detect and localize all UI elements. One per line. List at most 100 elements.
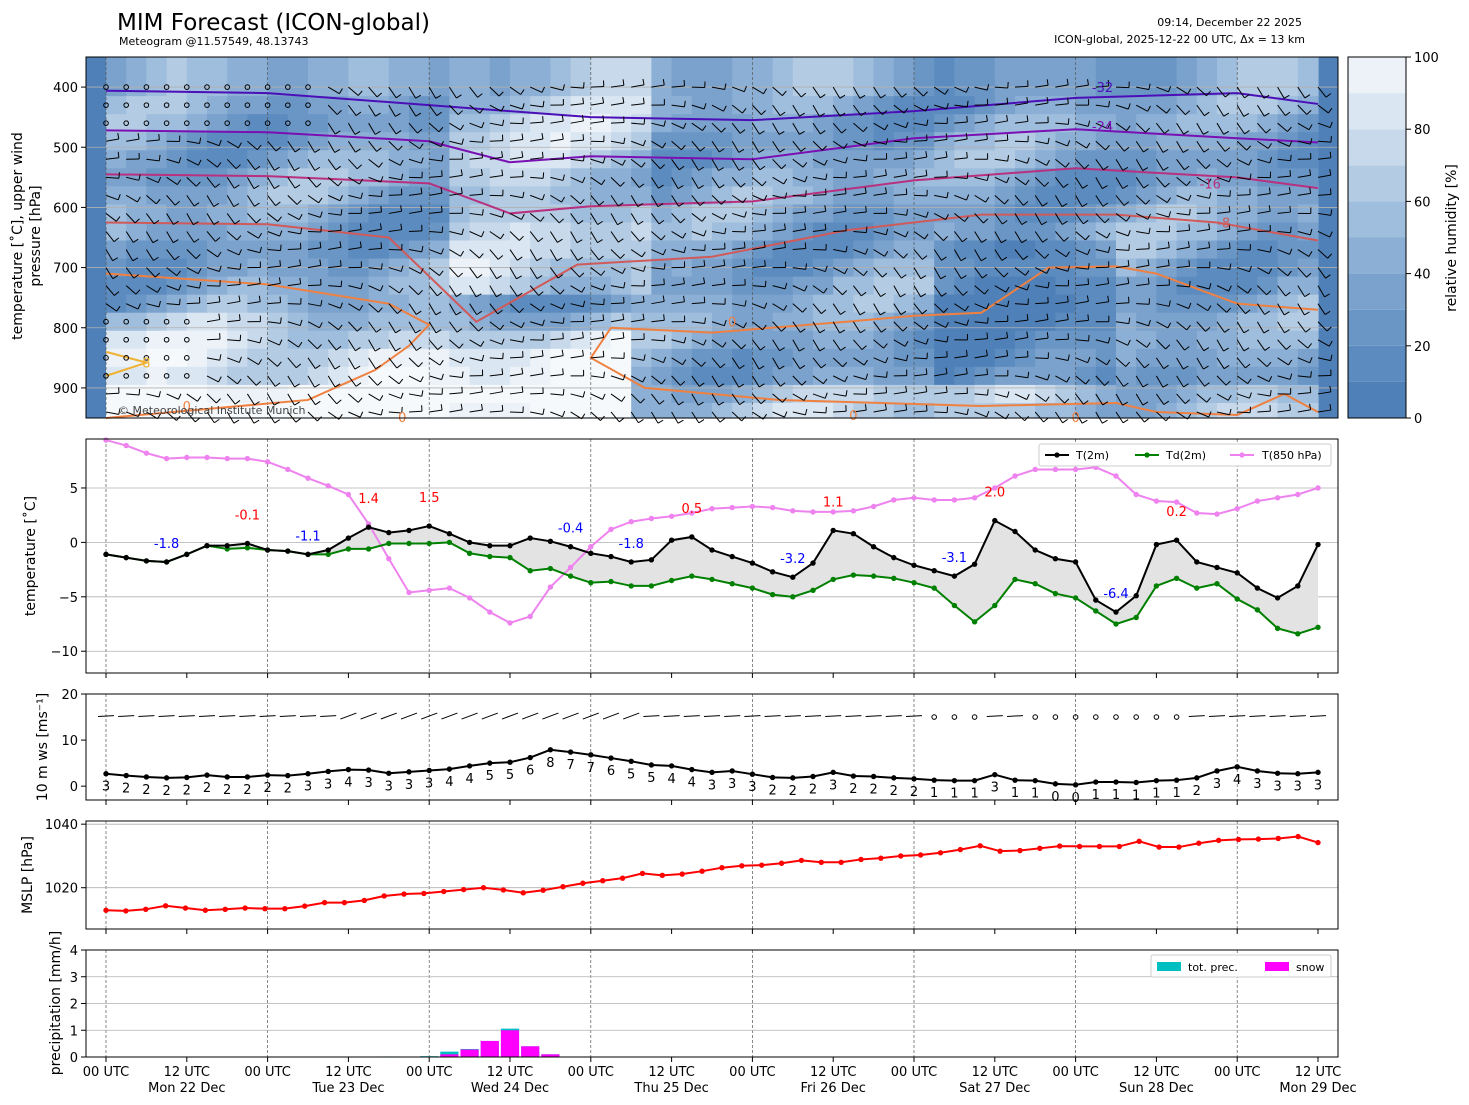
- wind-barb-flag: [643, 354, 646, 361]
- wind-barb: [1155, 159, 1164, 171]
- wind-barb-flag: [905, 121, 909, 128]
- wind-barb: [1236, 321, 1245, 334]
- rh-cell: [1095, 222, 1117, 242]
- wind-speed-label: 3: [708, 778, 716, 793]
- rh-cell: [267, 150, 289, 169]
- wind-barb-flag: [839, 112, 846, 117]
- rh-cell: [449, 132, 471, 151]
- wind-barb-flag: [254, 202, 260, 207]
- wind-barb: [509, 156, 523, 160]
- wind-barb-flag: [559, 289, 565, 295]
- wind-barb-flag: [1309, 386, 1312, 393]
- wind-barb: [671, 85, 685, 88]
- wind-barb: [1317, 391, 1331, 395]
- rh-cell: [914, 312, 935, 332]
- wind-barb: [509, 231, 520, 241]
- wind-barb: [287, 375, 296, 388]
- rh-cell: [429, 186, 450, 206]
- t2m-point: [709, 547, 715, 553]
- wind-barb: [853, 285, 862, 297]
- wind-barb-flag: [178, 393, 182, 400]
- wind-barb: [853, 122, 864, 133]
- wind-barb-flag: [319, 322, 323, 328]
- wind-speed-point: [931, 777, 937, 783]
- wind-barb: [1196, 86, 1207, 97]
- rh-cell: [1136, 186, 1157, 206]
- wind-barb: [691, 249, 705, 252]
- rh-cell: [691, 132, 713, 151]
- wind-barb-flag: [134, 218, 140, 224]
- wind-barb-flag: [1163, 364, 1169, 370]
- rh-cell: [631, 186, 652, 206]
- wind-barb: [812, 303, 822, 314]
- rh-cell: [146, 150, 168, 169]
- wind-barb-flag: [577, 256, 583, 261]
- wind-barb: [1075, 140, 1087, 149]
- wind-barb-flag: [983, 218, 989, 224]
- wind-barb: [469, 391, 483, 395]
- rh-cell: [146, 384, 168, 404]
- wind-barb: [994, 120, 1008, 124]
- rh-cell: [1156, 312, 1178, 332]
- wind-barb: [772, 140, 781, 153]
- wind-barb: [1196, 321, 1206, 332]
- wind-barb-flag: [885, 228, 889, 235]
- wind-barb-flag: [540, 305, 545, 312]
- x-tick-label: 00 UTC: [1214, 1065, 1260, 1080]
- wind-barb: [1014, 102, 1028, 106]
- wind-barb: [913, 357, 928, 360]
- rh-cell: [1015, 312, 1036, 332]
- wind-barb: [226, 140, 239, 149]
- day-label: Fri 26 Dec: [800, 1081, 865, 1096]
- y-tick-label: 2: [70, 998, 78, 1013]
- wind-barb-flag: [637, 220, 644, 225]
- wind-barb: [974, 249, 982, 262]
- wind-barb: [610, 231, 619, 243]
- mslp-point: [917, 852, 924, 858]
- wind-barb-flag: [1203, 130, 1209, 135]
- wind-speed-label: 0: [1051, 790, 1059, 805]
- wind-barb-flag: [925, 211, 929, 218]
- rh-cell: [974, 294, 996, 314]
- wind-barb: [1135, 104, 1148, 112]
- wind-barb: [731, 122, 741, 134]
- wind-barb-flag: [481, 151, 484, 158]
- wind-barb: [1176, 321, 1188, 331]
- wind-barb-flag: [903, 107, 909, 114]
- extreme-label: 0.5: [681, 502, 702, 517]
- mslp-point: [719, 864, 725, 871]
- wind-barb-flag: [680, 381, 686, 386]
- wind-barb: [933, 285, 943, 297]
- wind-barb: [832, 122, 843, 134]
- calm-marker: [285, 102, 291, 108]
- rh-cell: [1176, 168, 1198, 187]
- rh-cell: [671, 96, 693, 115]
- mslp-point: [321, 899, 328, 906]
- wind-barb-flag: [115, 216, 121, 222]
- wind-barb: [125, 285, 137, 295]
- wind-speed-label: 4: [688, 776, 696, 791]
- wind-barb-flag: [354, 365, 361, 370]
- wind-barb-flag: [480, 341, 485, 347]
- wind-barb: [651, 231, 662, 241]
- rh-cell: [1055, 96, 1077, 115]
- td2m-point: [547, 565, 554, 572]
- wind-barb: [933, 86, 946, 95]
- rh-cell: [1156, 276, 1178, 296]
- isotherm-label: 8: [142, 357, 150, 372]
- wind-barb: [449, 357, 462, 364]
- t850-point: [1072, 466, 1079, 473]
- rh-cell: [409, 294, 430, 314]
- wind-barb: [1034, 213, 1043, 225]
- rh-cell: [550, 57, 572, 97]
- wind-barb-flag: [718, 383, 725, 388]
- wind-barb: [428, 339, 439, 350]
- wind-barb: [1115, 339, 1128, 346]
- wind-barb: [974, 393, 988, 396]
- rh-cell: [469, 132, 491, 151]
- wind-barb: [469, 86, 478, 98]
- y-tick-label: 600: [53, 201, 78, 216]
- wind-barb: [529, 249, 538, 261]
- t2m-point: [992, 517, 998, 524]
- wind-barb: [267, 393, 275, 406]
